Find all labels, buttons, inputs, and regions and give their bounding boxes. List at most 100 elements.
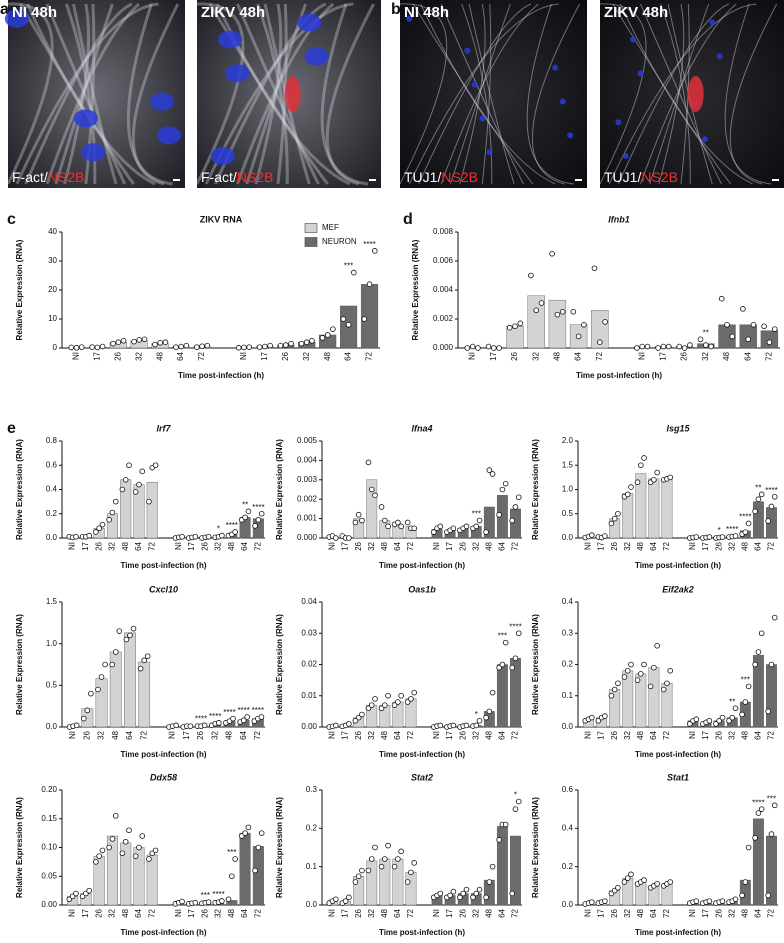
significance: ****: [252, 503, 264, 512]
nucleus: [486, 149, 493, 156]
x-tick-label: NI: [468, 352, 477, 360]
replicate-point: [136, 481, 142, 488]
replicate-point: [713, 721, 719, 727]
nucleus: [615, 119, 622, 126]
replicate-point: [496, 511, 502, 518]
replicate-point: [611, 686, 618, 693]
replicate-point: [641, 455, 647, 461]
y-tick-label: 2.0: [562, 436, 574, 445]
replicate-point: [205, 533, 212, 540]
y-tick-label: 0.000: [297, 533, 318, 542]
y-tick-label: 0.15: [41, 814, 57, 823]
y-axis-label: Relative Expression (RNA): [15, 797, 24, 898]
fibre: [619, 3, 753, 185]
replicate-point: [602, 533, 608, 539]
y-tick-label: 0.004: [297, 456, 318, 465]
replicate-point: [351, 269, 357, 276]
replicate-point: [739, 711, 745, 718]
fibre: [461, 3, 493, 185]
significance: ****: [195, 714, 207, 723]
replicate-point: [89, 344, 95, 350]
replicate-point: [324, 332, 331, 338]
replicate-point: [340, 316, 347, 322]
y-tick-label: 0.4: [562, 597, 574, 606]
replicate-point: [385, 523, 391, 530]
x-tick-label: 26: [354, 541, 363, 550]
chart-title: Cxcl10: [149, 584, 178, 594]
replicate-point: [765, 518, 771, 524]
x-tick-label: 64: [393, 730, 402, 739]
replicate-point: [258, 714, 265, 720]
replicate-point: [693, 898, 700, 904]
x-tick-label: 26: [714, 908, 723, 917]
replicate-point: [411, 860, 418, 866]
replicate-point: [205, 899, 212, 905]
fibre: [459, 3, 486, 185]
y-tick-label: 0.03: [301, 628, 317, 637]
replicate-point: [346, 721, 352, 727]
replicate-point: [639, 343, 645, 350]
replicate-point: [641, 877, 647, 883]
chart-title: Oas1b: [408, 584, 436, 594]
replicate-point: [745, 683, 752, 690]
replicate-point: [136, 337, 143, 343]
x-tick-label: 17: [597, 908, 606, 917]
significance: *: [718, 526, 721, 535]
x-tick-label: 17: [341, 541, 350, 550]
y-tick-label: 0.0: [562, 900, 574, 909]
replicate-point: [654, 881, 660, 887]
chart-title: ZIKV RNA: [200, 214, 243, 224]
replicate-point: [771, 493, 778, 500]
replicate-point: [489, 863, 496, 870]
replicate-point: [515, 798, 522, 805]
legend-label: MEF: [322, 223, 339, 232]
replicate-point: [771, 614, 778, 621]
image-title: ZIKV 48h: [201, 4, 265, 21]
nucleus: [157, 126, 182, 145]
replicate-point: [697, 336, 704, 343]
x-tick-label: 26: [82, 730, 91, 739]
replicate-point: [126, 827, 132, 834]
x-tick-label: 32: [623, 541, 632, 550]
replicate-point: [517, 320, 524, 327]
significance: ****: [363, 240, 375, 249]
replicate-point: [303, 339, 310, 346]
y-tick-label: 0.0: [46, 722, 58, 731]
x-tick-label: 72: [197, 351, 206, 360]
replicate-point: [665, 343, 672, 350]
x-tick-label: 64: [754, 730, 763, 739]
y-tick-label: 0.2: [306, 823, 318, 832]
fibre: [408, 3, 559, 185]
x-tick-label: 32: [302, 351, 311, 360]
replicate-point: [157, 339, 164, 346]
x-tick-label: 17: [445, 730, 454, 739]
stain: F-act/: [201, 169, 237, 185]
x-tick-label: 64: [743, 351, 752, 360]
replicate-point: [359, 867, 365, 874]
replicate-point: [664, 680, 670, 687]
replicate-point: [549, 250, 555, 257]
fibre: [440, 3, 539, 185]
x-tick-label: 72: [147, 541, 156, 550]
fibre: [214, 2, 327, 185]
replicate-point: [99, 343, 106, 350]
replicate-point: [624, 667, 631, 674]
replicate-point: [378, 863, 385, 870]
x-tick-label: 17: [445, 541, 454, 550]
x-tick-label: 17: [489, 351, 498, 360]
x-tick-label: 64: [239, 730, 248, 739]
x-tick-label: 64: [393, 541, 402, 550]
replicate-point: [755, 649, 762, 655]
replicate-point: [109, 509, 116, 516]
x-tick-label: 48: [740, 730, 749, 739]
replicate-point: [611, 515, 618, 522]
y-tick-label: 0.6: [46, 460, 58, 469]
fibre: [412, 3, 534, 185]
fibre: [236, 3, 320, 185]
bar: [661, 478, 673, 539]
replicate-point: [398, 523, 404, 530]
replicate-point: [595, 717, 602, 724]
x-tick-label: 48: [323, 351, 332, 360]
x-tick-label: 26: [714, 730, 723, 739]
bar: [739, 324, 757, 349]
